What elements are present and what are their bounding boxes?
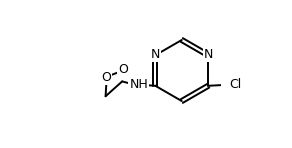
- Text: O: O: [102, 71, 111, 84]
- Text: N: N: [151, 48, 160, 61]
- Text: O: O: [118, 63, 128, 76]
- Text: NH: NH: [129, 78, 148, 91]
- Text: N: N: [204, 48, 213, 61]
- Text: Cl: Cl: [229, 78, 241, 91]
